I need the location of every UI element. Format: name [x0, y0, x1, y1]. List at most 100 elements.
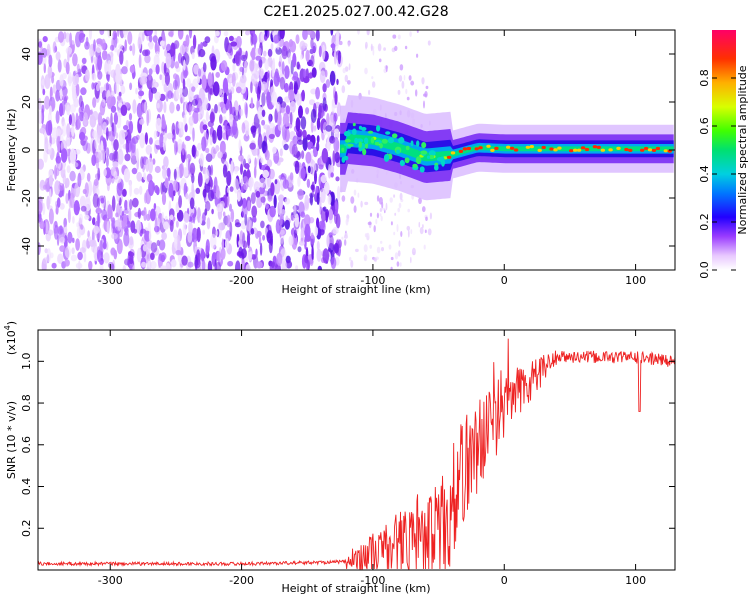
ridge-blob	[376, 125, 381, 132]
noise-blob	[390, 266, 393, 270]
snr-multiplier: (x104)	[3, 321, 18, 355]
noise-blob	[411, 247, 416, 256]
noise-blob	[73, 70, 76, 77]
noise-blob	[144, 54, 151, 64]
noise-blob	[188, 30, 193, 39]
noise-blob	[270, 43, 274, 51]
noise-blob	[102, 121, 107, 135]
noise-blob	[379, 213, 382, 217]
noise-blob	[369, 244, 373, 249]
ridge-hotspot	[474, 147, 479, 151]
noise-blob	[334, 91, 338, 105]
noise-blob	[371, 76, 374, 80]
noise-blob	[327, 164, 331, 179]
ridge-hotspot	[647, 148, 653, 152]
noise-blob	[155, 64, 160, 75]
noise-blob	[301, 89, 306, 102]
noise-blob	[319, 70, 326, 83]
ridge-hotspot	[462, 147, 468, 151]
noise-blob	[284, 219, 290, 230]
noise-blob	[160, 265, 167, 270]
noise-blob	[314, 225, 318, 237]
noise-blob	[281, 124, 287, 141]
noise-blob	[136, 247, 142, 263]
noise-blob	[113, 112, 118, 125]
snr-series-line	[38, 338, 675, 570]
noise-blob	[396, 224, 399, 232]
noise-blob	[142, 49, 149, 57]
noise-blob	[405, 88, 408, 95]
noise-blob	[97, 167, 101, 181]
noise-blob	[124, 258, 131, 266]
noise-blob	[48, 54, 53, 68]
noise-blob	[260, 220, 265, 229]
noise-blob	[121, 129, 128, 138]
noise-blob	[48, 105, 52, 116]
noise-blob	[199, 105, 204, 119]
ridge-blob	[434, 164, 439, 171]
ridge-hotspot	[651, 148, 657, 152]
noise-blob	[329, 70, 336, 86]
spectrogram-y-ticks: -40 -20 0 20 40	[20, 47, 675, 255]
noise-blob	[322, 206, 327, 212]
noise-blob	[154, 30, 157, 37]
noise-blob	[281, 260, 288, 270]
noise-blob	[344, 74, 348, 83]
noise-blob	[79, 195, 86, 208]
noise-blob	[101, 148, 106, 164]
noise-blob	[122, 188, 127, 197]
noise-blob	[117, 30, 120, 38]
noise-blob	[244, 91, 247, 101]
noise-blob	[309, 99, 315, 106]
noise-blob	[268, 113, 272, 124]
noise-blob	[135, 87, 138, 95]
noise-blob	[97, 55, 103, 71]
colorbar-label: Normalized spectral amplitude	[736, 65, 749, 234]
noise-blob	[201, 74, 207, 90]
noise-blob	[54, 164, 58, 180]
noise-blob	[301, 150, 305, 160]
noise-blob	[181, 86, 189, 97]
noise-blob	[120, 83, 124, 91]
ridge-hotspot	[549, 147, 554, 151]
noise-blob	[63, 226, 68, 234]
ridge-hotspot	[655, 146, 661, 151]
noise-blob	[205, 110, 209, 122]
noise-blob	[67, 72, 72, 87]
x-tick-label: 0	[501, 274, 508, 287]
noise-blob	[57, 225, 64, 235]
noise-blob	[107, 261, 114, 269]
noise-blob	[46, 43, 51, 59]
noise-blob	[61, 121, 67, 137]
noise-blob	[364, 67, 368, 75]
noise-blob	[111, 232, 118, 240]
noise-blob	[132, 99, 137, 114]
noise-blob	[228, 80, 232, 94]
ridge-hotspot	[624, 147, 629, 152]
noise-blob	[210, 111, 215, 122]
noise-blob	[299, 240, 305, 246]
noise-blob	[169, 214, 174, 220]
noise-blob	[270, 236, 273, 246]
noise-blob	[274, 108, 278, 124]
noise-blob	[334, 151, 341, 164]
noise-blob	[176, 209, 184, 222]
noise-blob	[97, 249, 102, 263]
noise-blob	[397, 89, 401, 95]
noise-blob	[226, 214, 231, 228]
noise-blob	[111, 195, 116, 212]
x-tick-label: -300	[98, 574, 123, 587]
noise-blob	[82, 112, 89, 126]
noise-blob	[38, 201, 43, 215]
noise-blob	[150, 252, 155, 261]
noise-blob	[302, 129, 307, 139]
noise-blob	[300, 167, 306, 180]
spectrogram-x-ticks: -300 -200 -100 0 100	[98, 30, 646, 287]
noise-blob	[91, 72, 97, 81]
x-tick-label: 100	[625, 574, 646, 587]
noise-blob	[297, 176, 301, 188]
noise-blob	[315, 30, 320, 42]
noise-blob	[394, 212, 397, 216]
noise-blob	[84, 182, 89, 198]
noise-blob	[69, 170, 76, 182]
